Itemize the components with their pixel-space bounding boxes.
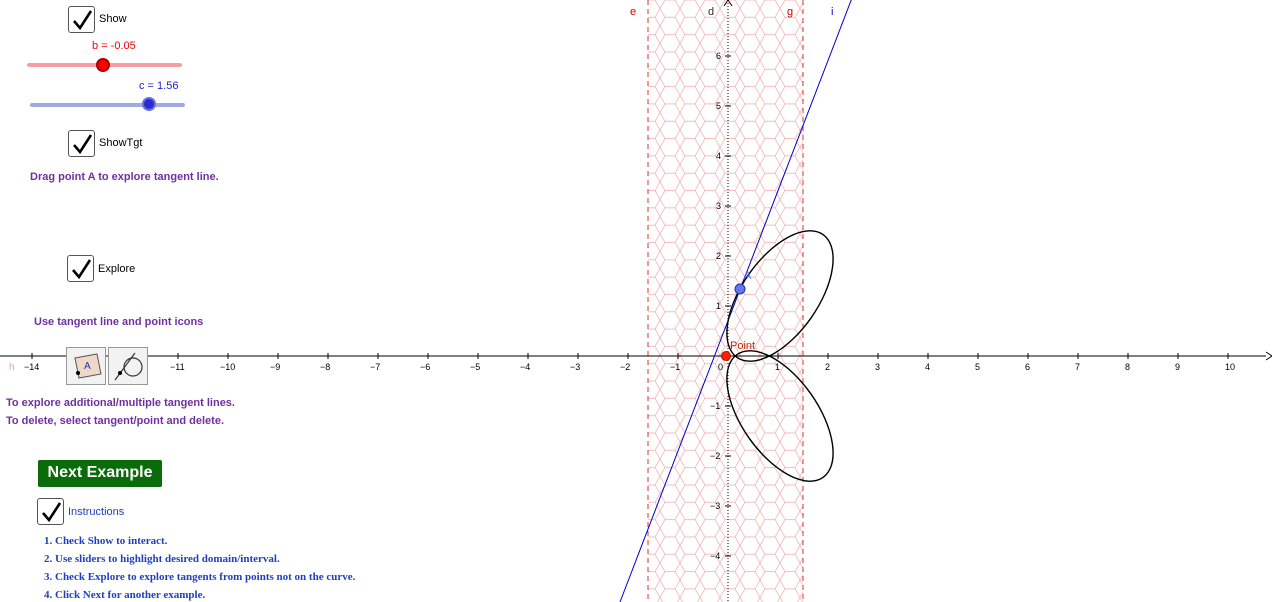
- x-tick-label: −10: [220, 362, 235, 372]
- note-line-2: To delete, select tangent/point and dele…: [6, 415, 224, 427]
- line-d-label: d: [708, 6, 714, 18]
- y-tick-label: −2: [710, 451, 720, 461]
- x-tick-label: 9: [1175, 362, 1180, 372]
- curve-upper-loop: [726, 230, 834, 362]
- y-tick-label: 6: [716, 51, 721, 61]
- tangent-tool-button[interactable]: [108, 347, 148, 385]
- explore-checkbox[interactable]: [67, 255, 94, 282]
- origin-point-label: Point: [730, 340, 755, 352]
- instructions-checkbox[interactable]: [37, 498, 64, 525]
- x-tick-label: 5: [975, 362, 980, 372]
- instruction-item-1: 1. Check Show to interact.: [44, 535, 168, 547]
- icon-hint: Use tangent line and point icons: [34, 316, 204, 328]
- slider-c-track[interactable]: [30, 103, 185, 107]
- slider-c-label: c = 1.56: [139, 80, 179, 92]
- x-ticks: −14 −11 −10 −9 −8 −7 −6 −5 −4 −3 −2 −1 0 1 2 3 4 5 6 7 8 9 10: [24, 353, 1235, 372]
- x-tick-label: 2: [825, 362, 830, 372]
- origin-point[interactable]: [721, 351, 731, 361]
- instruction-item-3: 3. Check Explore to explore tangents fro…: [44, 571, 356, 583]
- line-e-label: e: [630, 6, 636, 18]
- x-tick-label: −7: [370, 362, 380, 372]
- x-tick-label: −5: [470, 362, 480, 372]
- line-g-label: g: [787, 6, 793, 18]
- y-tick-label: 1: [716, 301, 721, 311]
- x-tick-label: −1: [670, 362, 680, 372]
- y-tick-label: 3: [716, 201, 721, 211]
- y-tick-label: 5: [716, 101, 721, 111]
- y-tick-label: −1: [710, 401, 720, 411]
- x-tick-label: 7: [1075, 362, 1080, 372]
- x-tick-label: 10: [1225, 362, 1235, 372]
- x-tick-label: −8: [320, 362, 330, 372]
- x-tick-label: 4: [925, 362, 930, 372]
- x-tick-label: −11: [170, 362, 185, 372]
- curve-lower-loop: [726, 350, 834, 482]
- y-tick-label: 4: [716, 151, 721, 161]
- instructions-label: Instructions: [68, 506, 125, 518]
- instruction-item-4: 4. Click Next for another example.: [44, 589, 206, 601]
- x-tick-label: 3: [875, 362, 880, 372]
- checkmark-icon: [42, 502, 62, 523]
- point-a[interactable]: [734, 283, 746, 295]
- y-tick-label: 2: [716, 251, 721, 261]
- drag-hint: Drag point A to explore tangent line.: [30, 171, 219, 183]
- x-tick-label: 1: [775, 362, 780, 372]
- y-tick-label: −3: [710, 501, 720, 511]
- explore-label: Explore: [98, 263, 136, 275]
- y-tick-label: −4: [710, 551, 720, 561]
- x-tick-label: −14: [24, 362, 39, 372]
- x-tick-label: −3: [570, 362, 580, 372]
- next-example-button[interactable]: Next Example: [38, 460, 162, 487]
- checkmark-icon: [72, 259, 92, 280]
- slider-b-label: b = -0.05: [92, 40, 136, 52]
- interval-region: [648, 0, 803, 602]
- show-label: Show: [99, 13, 127, 25]
- line-i-label: i: [831, 6, 833, 18]
- x-tick-label: 0: [718, 362, 723, 372]
- instruction-item-2: 2. Use sliders to highlight desired doma…: [44, 553, 280, 565]
- x-axis-name: h: [9, 362, 15, 373]
- x-tick-label: 6: [1025, 362, 1030, 372]
- note-line-1: To explore additional/multiple tangent l…: [6, 397, 235, 409]
- point-tool-button[interactable]: A: [66, 347, 106, 385]
- x-tick-label: 8: [1125, 362, 1130, 372]
- x-tick-label: −2: [620, 362, 630, 372]
- slider-c-knob[interactable]: [142, 97, 156, 111]
- svg-text:A: A: [84, 361, 91, 372]
- x-tick-label: −9: [270, 362, 280, 372]
- y-ticks: 1 2 3 4 5 6 −1 −2 −3 −4: [710, 51, 731, 561]
- showtgt-checkbox[interactable]: [68, 130, 95, 157]
- x-tick-label: −4: [520, 362, 530, 372]
- x-tick-label: −6: [420, 362, 430, 372]
- showtgt-label: ShowTgt: [99, 137, 143, 149]
- x-axis-arrow: [1265, 351, 1272, 361]
- slider-b-knob[interactable]: [96, 58, 110, 72]
- point-a-label: A: [744, 270, 752, 282]
- show-checkbox[interactable]: [68, 6, 95, 33]
- point-tool-icon: A: [74, 353, 102, 379]
- checkmark-icon: [73, 134, 93, 155]
- checkmark-icon: [73, 10, 93, 31]
- y-axis-arrow: [723, 0, 733, 7]
- tangent-line-i[interactable]: [619, 0, 852, 602]
- tangent-tool-icon: [114, 352, 143, 381]
